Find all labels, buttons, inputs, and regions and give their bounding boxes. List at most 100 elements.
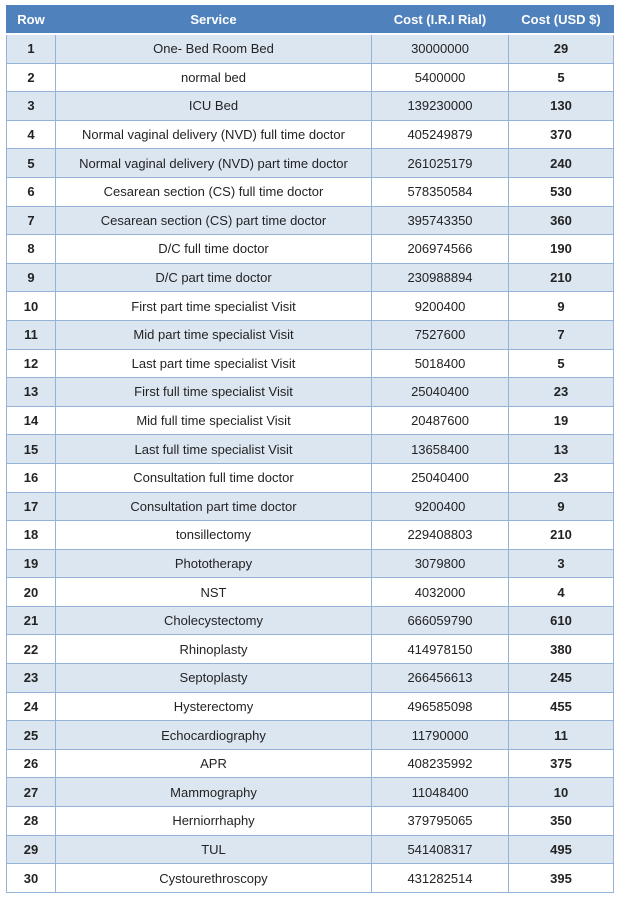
service-cell: D/C full time doctor bbox=[55, 234, 372, 264]
table-row: 14 Mid full time specialist Visit 204876… bbox=[6, 405, 614, 436]
cost-rial-cell: 9200400 bbox=[371, 491, 509, 522]
row-number-cell: 19 bbox=[6, 548, 56, 579]
cost-rial-cell: 5400000 bbox=[371, 62, 509, 93]
cost-usd-cell: 210 bbox=[508, 262, 614, 293]
table-header: Row Service Cost (I.R.I Rial) Cost (USD … bbox=[6, 5, 614, 35]
service-cell: First part time specialist Visit bbox=[55, 291, 372, 321]
cost-usd-cell: 610 bbox=[508, 605, 614, 636]
cost-rial-cell: 11048400 bbox=[371, 777, 509, 808]
cost-rial-cell: 666059790 bbox=[371, 605, 509, 636]
row-number-cell: 21 bbox=[6, 605, 56, 636]
row-number-cell: 1 bbox=[6, 33, 56, 64]
cost-usd-cell: 10 bbox=[508, 777, 614, 808]
row-number-cell: 9 bbox=[6, 262, 56, 293]
table-row: 19 Phototherapy 3079800 3 bbox=[6, 548, 614, 579]
service-cell: Last full time specialist Visit bbox=[55, 434, 372, 464]
cost-usd-cell: 395 bbox=[508, 863, 614, 893]
cost-usd-cell: 3 bbox=[508, 548, 614, 579]
table-row: 15 Last full time specialist Visit 13658… bbox=[6, 434, 614, 464]
table-row: 3 ICU Bed 139230000 130 bbox=[6, 91, 614, 121]
cost-usd-cell: 350 bbox=[508, 806, 614, 836]
table-row: 26 APR 408235992 375 bbox=[6, 748, 614, 779]
cost-usd-cell: 9 bbox=[508, 491, 614, 522]
row-number-cell: 30 bbox=[6, 863, 56, 893]
row-number-cell: 5 bbox=[6, 148, 56, 178]
service-cell: Consultation full time doctor bbox=[55, 462, 372, 493]
row-number-cell: 13 bbox=[6, 377, 56, 407]
table-row: 27 Mammography 11048400 10 bbox=[6, 777, 614, 808]
cost-usd-cell: 29 bbox=[508, 33, 614, 64]
service-cell: Mammography bbox=[55, 777, 372, 808]
cost-rial-cell: 139230000 bbox=[371, 91, 509, 121]
cost-usd-cell: 370 bbox=[508, 119, 614, 150]
row-number-cell: 25 bbox=[6, 720, 56, 750]
table-row: 22 Rhinoplasty 414978150 380 bbox=[6, 634, 614, 665]
row-number-cell: 26 bbox=[6, 748, 56, 779]
service-cell: Cholecystectomy bbox=[55, 605, 372, 636]
row-number-cell: 28 bbox=[6, 806, 56, 836]
cost-usd-cell: 23 bbox=[508, 462, 614, 493]
row-number-cell: 23 bbox=[6, 663, 56, 693]
row-number-cell: 29 bbox=[6, 834, 56, 865]
cost-usd-cell: 380 bbox=[508, 634, 614, 665]
cost-rial-cell: 408235992 bbox=[371, 748, 509, 779]
cost-usd-cell: 23 bbox=[508, 377, 614, 407]
service-cell: ICU Bed bbox=[55, 91, 372, 121]
row-number-cell: 15 bbox=[6, 434, 56, 464]
cost-usd-cell: 530 bbox=[508, 176, 614, 207]
service-cell: tonsillectomy bbox=[55, 520, 372, 550]
service-cell: Cesarean section (CS) full time doctor bbox=[55, 176, 372, 207]
cost-rial-cell: 25040400 bbox=[371, 377, 509, 407]
table-row: 17 Consultation part time doctor 9200400… bbox=[6, 491, 614, 522]
cost-rial-cell: 414978150 bbox=[371, 634, 509, 665]
table-row: 10 First part time specialist Visit 9200… bbox=[6, 291, 614, 321]
row-number-cell: 18 bbox=[6, 520, 56, 550]
table-row: 12 Last part time specialist Visit 50184… bbox=[6, 348, 614, 379]
cost-usd-cell: 190 bbox=[508, 234, 614, 264]
header-cell-service: Service bbox=[55, 5, 372, 35]
cost-usd-cell: 5 bbox=[508, 62, 614, 93]
cost-rial-cell: 7527600 bbox=[371, 319, 509, 350]
table-row: 20 NST 4032000 4 bbox=[6, 577, 614, 607]
table-row: 13 First full time specialist Visit 2504… bbox=[6, 377, 614, 407]
cost-rial-cell: 379795065 bbox=[371, 806, 509, 836]
cost-usd-cell: 7 bbox=[508, 319, 614, 350]
table-row: 4 Normal vaginal delivery (NVD) full tim… bbox=[6, 119, 614, 150]
cost-usd-cell: 240 bbox=[508, 148, 614, 178]
row-number-cell: 20 bbox=[6, 577, 56, 607]
cost-usd-cell: 19 bbox=[508, 405, 614, 436]
header-cell-cost-usd: Cost (USD $) bbox=[508, 5, 614, 35]
row-number-cell: 22 bbox=[6, 634, 56, 665]
cost-usd-cell: 11 bbox=[508, 720, 614, 750]
cost-usd-cell: 495 bbox=[508, 834, 614, 865]
service-cell: Cystourethroscopy bbox=[55, 863, 372, 893]
row-number-cell: 17 bbox=[6, 491, 56, 522]
cost-rial-cell: 541408317 bbox=[371, 834, 509, 865]
table-row: 9 D/C part time doctor 230988894 210 bbox=[6, 262, 614, 293]
row-number-cell: 8 bbox=[6, 234, 56, 264]
table-row: 5 Normal vaginal delivery (NVD) part tim… bbox=[6, 148, 614, 178]
service-cell: One- Bed Room Bed bbox=[55, 33, 372, 64]
cost-rial-cell: 405249879 bbox=[371, 119, 509, 150]
table-row: 28 Herniorrhaphy 379795065 350 bbox=[6, 806, 614, 836]
service-cell: Herniorrhaphy bbox=[55, 806, 372, 836]
cost-rial-cell: 20487600 bbox=[371, 405, 509, 436]
row-number-cell: 16 bbox=[6, 462, 56, 493]
table-row: 25 Echocardiography 11790000 11 bbox=[6, 720, 614, 750]
cost-usd-cell: 4 bbox=[508, 577, 614, 607]
cost-rial-cell: 229408803 bbox=[371, 520, 509, 550]
row-number-cell: 3 bbox=[6, 91, 56, 121]
cost-usd-cell: 130 bbox=[508, 91, 614, 121]
table-row: 24 Hysterectomy 496585098 455 bbox=[6, 691, 614, 722]
table-row: 18 tonsillectomy 229408803 210 bbox=[6, 520, 614, 550]
service-cell: Consultation part time doctor bbox=[55, 491, 372, 522]
service-cell: Echocardiography bbox=[55, 720, 372, 750]
table-row: 1 One- Bed Room Bed 30000000 29 bbox=[6, 33, 614, 64]
table-row: 7 Cesarean section (CS) part time doctor… bbox=[6, 205, 614, 236]
header-row: Row Service Cost (I.R.I Rial) Cost (USD … bbox=[6, 5, 614, 35]
table-row: 23 Septoplasty 266456613 245 bbox=[6, 663, 614, 693]
cost-usd-cell: 13 bbox=[508, 434, 614, 464]
cost-usd-cell: 210 bbox=[508, 520, 614, 550]
cost-usd-cell: 9 bbox=[508, 291, 614, 321]
